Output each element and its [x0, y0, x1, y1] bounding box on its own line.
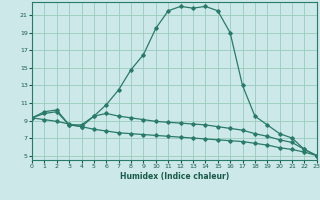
X-axis label: Humidex (Indice chaleur): Humidex (Indice chaleur)	[120, 172, 229, 181]
